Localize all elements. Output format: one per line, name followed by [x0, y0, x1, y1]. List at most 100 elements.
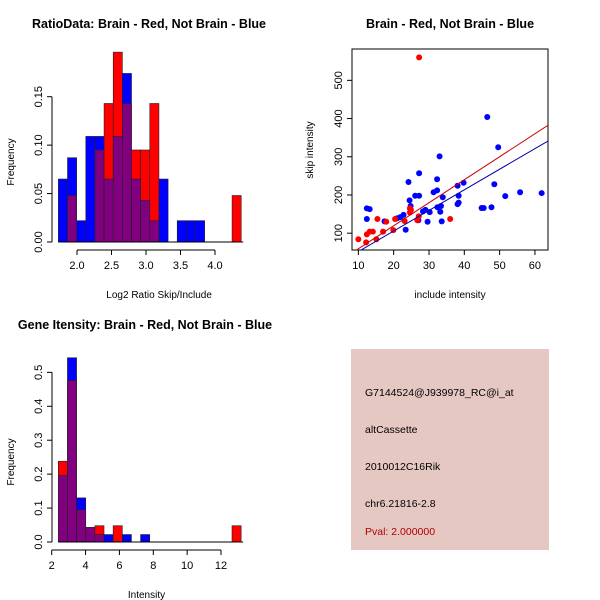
point-not-brain — [416, 192, 423, 199]
x-tick-label: 2 — [49, 560, 55, 572]
fit-line-brain — [355, 124, 548, 250]
point-brain — [374, 216, 381, 223]
bar-not-brain — [103, 534, 114, 543]
gene-name: 2010012C16Rik — [365, 461, 441, 473]
point-brain — [392, 216, 399, 223]
bar-overlap — [103, 178, 114, 243]
bar-not-brain — [195, 220, 205, 243]
x-tick-label: 10 — [181, 560, 193, 572]
bar-overlap — [85, 527, 96, 543]
pval: Pval: 2.000000 — [365, 526, 436, 538]
point-brain — [416, 54, 423, 61]
fit-line-not-brain — [360, 140, 548, 250]
y-tick-label: 0.3 — [33, 433, 45, 448]
point-not-brain — [437, 208, 444, 215]
bar-brain — [231, 195, 242, 243]
y-tick-label: 0.15 — [33, 86, 45, 107]
y-tick-label: 300 — [333, 148, 345, 166]
bar-overlap — [67, 380, 77, 543]
x-tick-label: 8 — [150, 560, 156, 572]
location: chr6.21816-2.8 — [365, 498, 436, 510]
point-not-brain — [434, 176, 441, 183]
bar-not-brain — [176, 220, 187, 243]
bar-not-brain — [158, 178, 169, 243]
x-tick-label: 50 — [493, 260, 505, 272]
chart-title: RatioData: Brain - Red, Not Brain - Blue — [32, 17, 266, 31]
bar-overlap — [94, 149, 105, 243]
bar-overlap — [122, 103, 132, 243]
x-tick-label: 12 — [215, 560, 227, 572]
y-tick-label: 0.4 — [33, 399, 45, 414]
probe-id: G7144524@J939978_RC@i_at — [365, 387, 514, 399]
x-tick-label: 3.5 — [173, 260, 188, 272]
chart-title: Gene Itensity: Brain - Red, Not Brain - … — [18, 318, 272, 332]
point-not-brain — [495, 144, 502, 151]
y-axis-label: skip intensity — [305, 121, 316, 178]
point-brain — [369, 228, 376, 235]
info-panel: G7144524@J939978_RC@i_at altCassette 201… — [351, 349, 549, 550]
bar-not-brain — [76, 220, 87, 243]
y-tick-label: 100 — [333, 224, 345, 242]
point-not-brain — [454, 182, 461, 189]
bar-overlap — [94, 534, 105, 543]
bar-overlap — [58, 475, 68, 543]
bar-brain — [112, 525, 123, 543]
x-axis-label: Intensity — [128, 590, 165, 600]
chart-title: Brain - Red, Not Brain - Blue — [366, 17, 534, 31]
x-tick-label: 4 — [82, 560, 88, 572]
x-tick-label: 3.0 — [138, 260, 153, 272]
point-not-brain — [436, 153, 443, 160]
y-tick-label: 0.00 — [33, 231, 45, 252]
bar-overlap — [131, 178, 141, 243]
point-not-brain — [402, 226, 409, 233]
point-brain — [363, 239, 370, 246]
x-tick-label: 4.0 — [207, 260, 222, 272]
point-not-brain — [434, 187, 441, 194]
point-not-brain — [424, 218, 431, 225]
x-tick-label: 2.0 — [69, 260, 84, 272]
x-axis-label: include intensity — [414, 290, 485, 301]
point-not-brain — [488, 204, 495, 211]
point-not-brain — [406, 197, 413, 204]
point-not-brain — [491, 181, 498, 188]
point-not-brain — [363, 216, 370, 223]
x-tick-label: 10 — [352, 260, 364, 272]
y-tick-label: 0.0 — [33, 534, 45, 549]
x-tick-label: 30 — [423, 260, 435, 272]
point-not-brain — [484, 114, 491, 121]
bar-overlap — [140, 200, 151, 243]
x-tick-label: 60 — [529, 260, 541, 272]
point-not-brain — [454, 201, 461, 208]
bar-not-brain — [140, 534, 151, 543]
x-tick-label: 6 — [116, 560, 122, 572]
y-tick-label: 400 — [333, 109, 345, 127]
point-not-brain — [405, 178, 412, 185]
point-brain — [447, 216, 454, 223]
point-not-brain — [438, 218, 445, 225]
y-tick-label: 500 — [333, 71, 345, 89]
y-axis-label: Frequency — [6, 438, 17, 485]
bar-brain — [231, 525, 242, 543]
y-tick-label: 200 — [333, 186, 345, 204]
point-not-brain — [502, 193, 509, 200]
x-tick-label: 20 — [388, 260, 400, 272]
point-brain — [383, 218, 390, 225]
point-brain — [355, 236, 362, 243]
y-tick-label: 0.1 — [33, 500, 45, 515]
bar-overlap — [67, 195, 77, 243]
point-not-brain — [517, 189, 524, 196]
bar-overlap — [112, 136, 123, 243]
point-not-brain — [366, 206, 373, 213]
bar-overlap — [149, 220, 160, 243]
bar-not-brain — [85, 136, 96, 243]
x-axis-label: Log2 Ratio Skip/Include — [106, 290, 212, 301]
y-tick-label: 0.10 — [33, 134, 45, 155]
bar-not-brain — [58, 178, 68, 243]
y-axis-label: Frequency — [6, 138, 17, 185]
point-not-brain — [538, 190, 545, 197]
x-tick-label: 2.5 — [104, 260, 119, 272]
point-not-brain — [439, 194, 446, 201]
point-not-brain — [416, 170, 423, 177]
bar-not-brain — [121, 534, 132, 543]
